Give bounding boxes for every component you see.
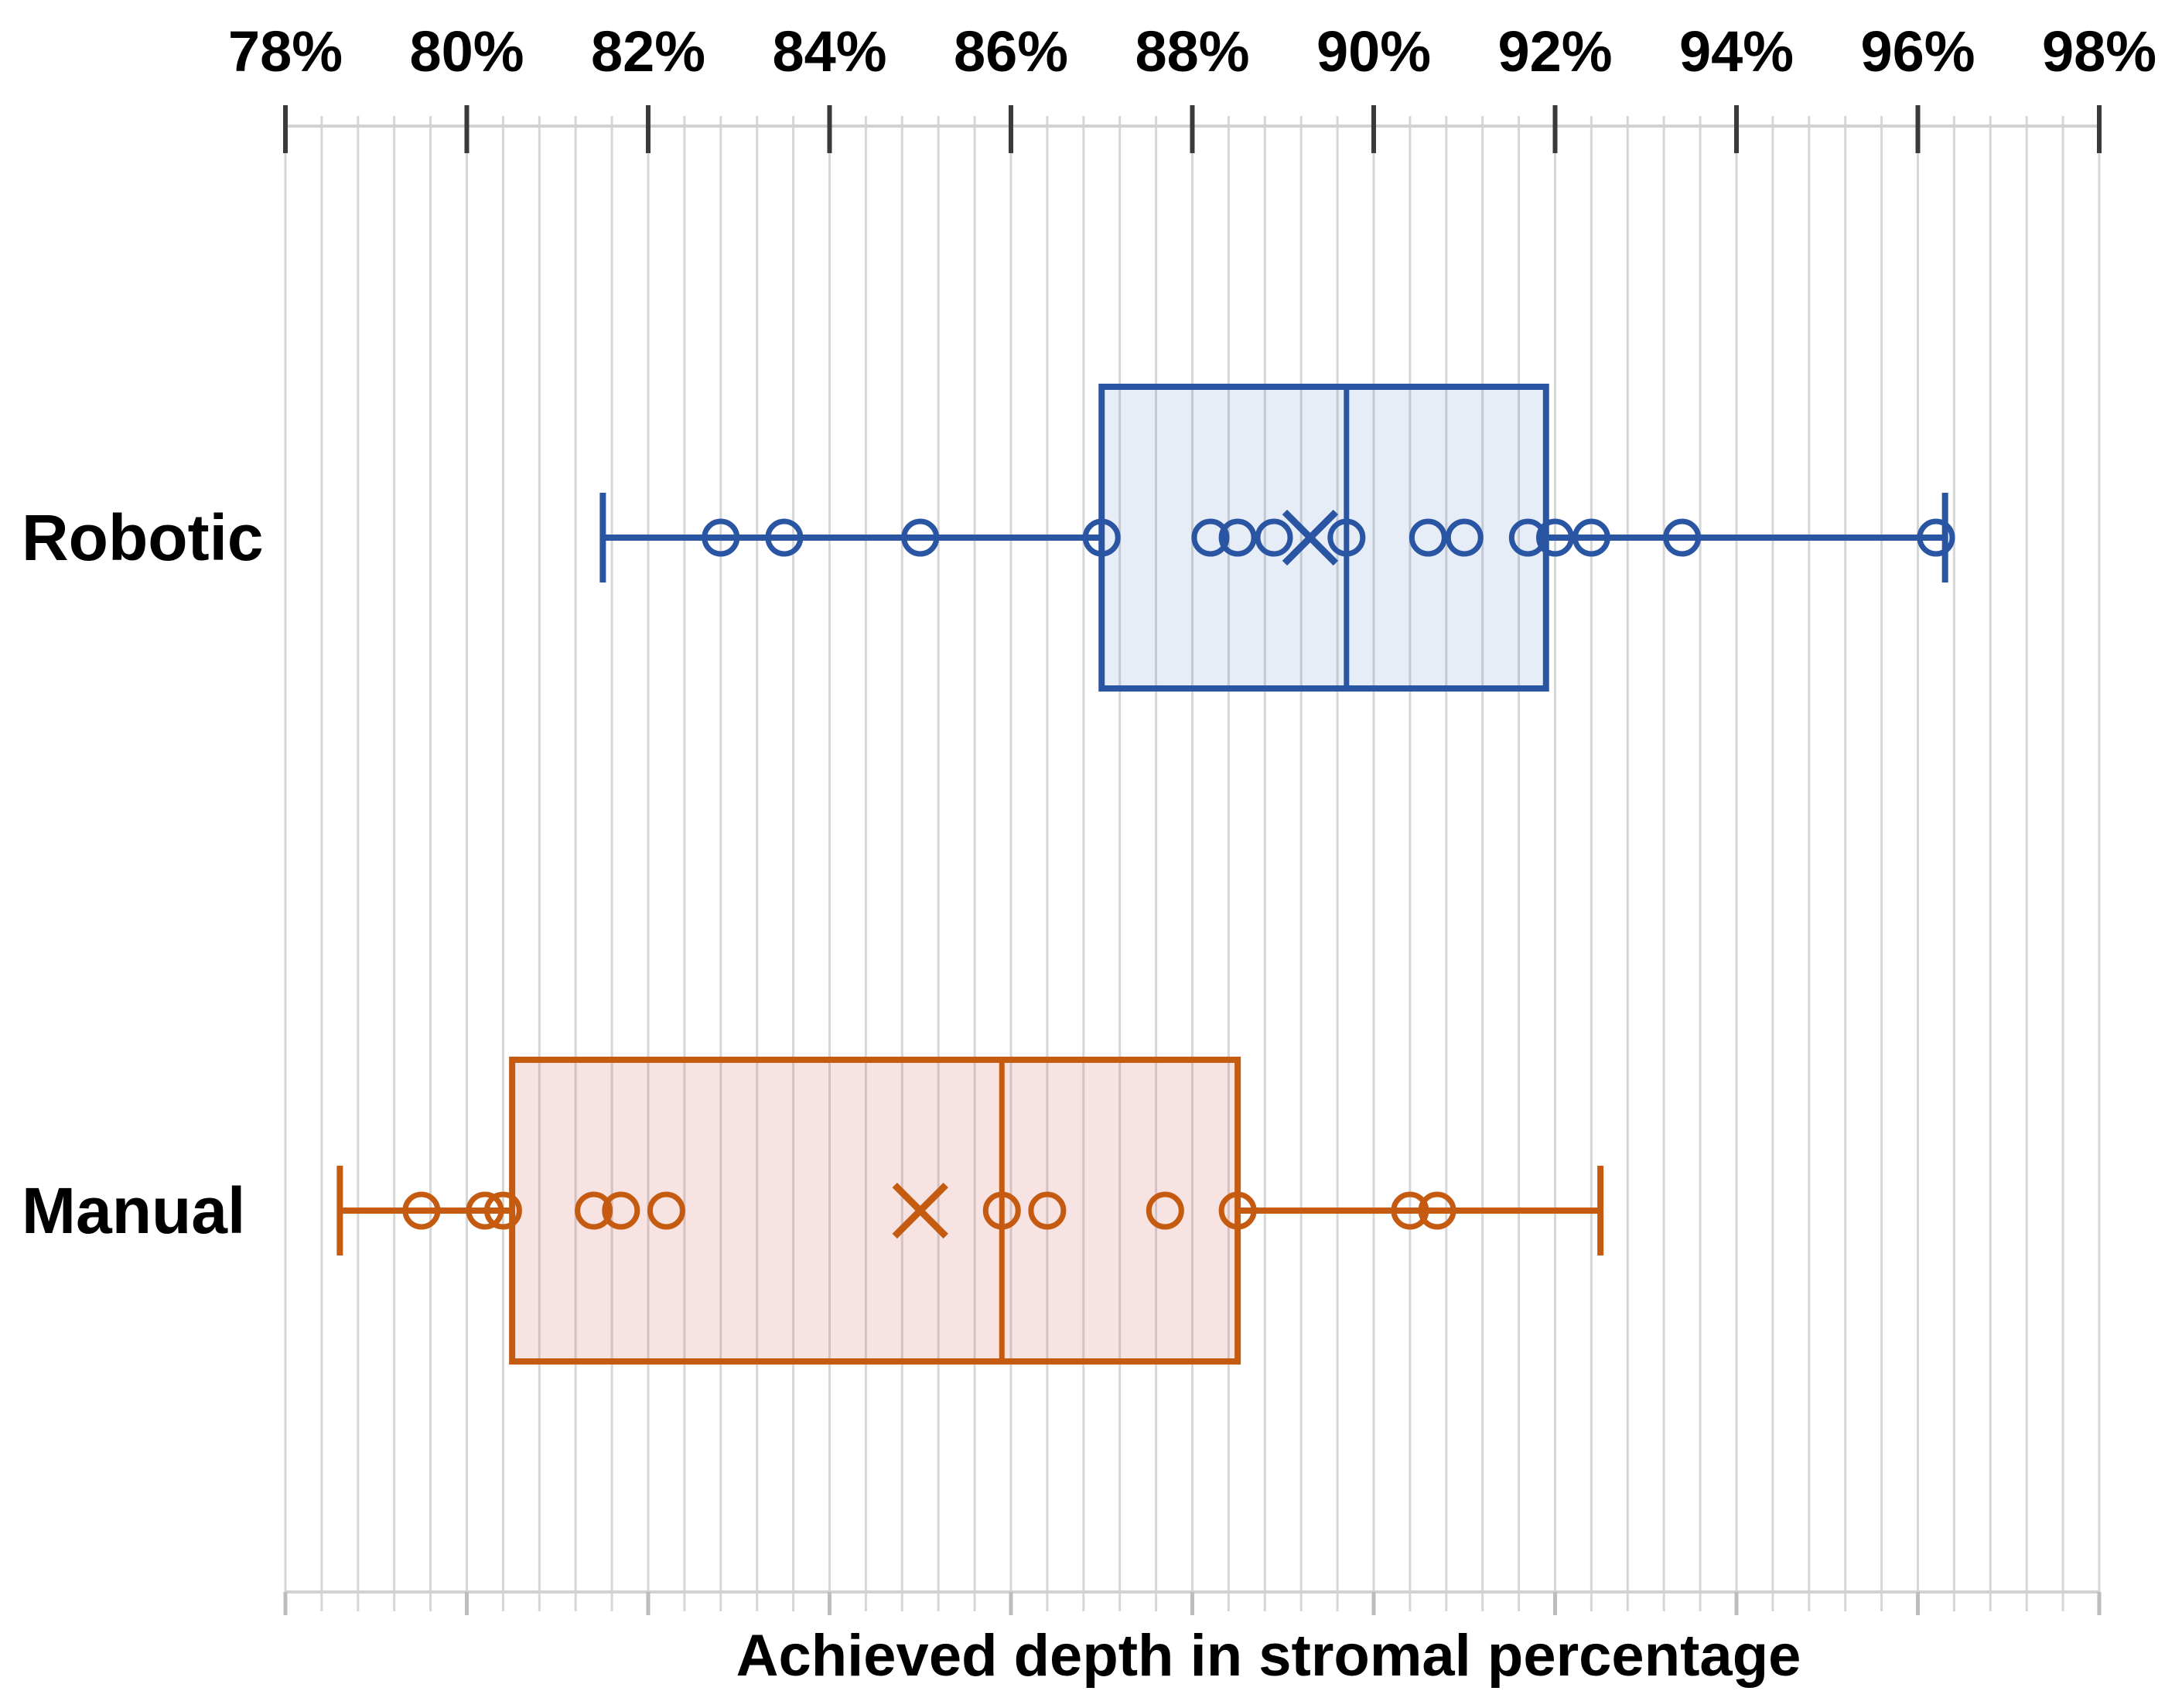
category-label-manual: Manual — [22, 1174, 245, 1247]
data-point — [1146, 1191, 1184, 1230]
x-axis-title: Achieved depth in stromal percentage — [736, 1623, 1801, 1689]
gridlines — [284, 116, 2101, 1611]
tick-label: 94% — [1679, 19, 1794, 84]
category-label-robotic: Robotic — [22, 501, 264, 574]
tick-label: 82% — [591, 19, 705, 84]
series-layer — [336, 384, 1955, 1365]
tick-label: 84% — [772, 19, 886, 84]
tick-label: 98% — [2042, 19, 2156, 84]
tick-label: 90% — [1316, 19, 1431, 84]
data-point — [1536, 518, 1574, 557]
data-point — [1028, 1191, 1067, 1230]
x-axis-tick-labels: 78% 80% 82% 84% 86% 88% 90% 92% 94% 96% 98% — [228, 19, 2156, 84]
tick-label: 80% — [409, 19, 524, 84]
data-point — [1572, 518, 1610, 557]
data-point — [1418, 1191, 1456, 1230]
tick-label: 78% — [228, 19, 343, 84]
data-point — [1445, 518, 1484, 557]
tick-label: 96% — [1860, 19, 1975, 84]
series-manual — [336, 1057, 1604, 1365]
x-axis-top — [283, 105, 2102, 153]
data-point — [765, 518, 804, 557]
data-point — [483, 1191, 522, 1230]
data-point — [1191, 518, 1230, 557]
data-point — [702, 518, 740, 557]
data-point — [575, 1191, 613, 1230]
data-point — [1255, 518, 1293, 557]
data-point — [1508, 518, 1547, 557]
mean-marker — [892, 1182, 948, 1239]
box-robotic — [1098, 384, 1549, 692]
data-point — [1327, 518, 1366, 557]
x-axis-bottom — [283, 1590, 2102, 1615]
box-manual — [509, 1057, 1241, 1365]
mean-marker — [1282, 509, 1339, 566]
data-point — [1082, 518, 1121, 557]
data-point — [1391, 1191, 1429, 1230]
data-point — [1218, 518, 1257, 557]
tick-label: 88% — [1135, 19, 1249, 84]
data-point — [901, 518, 940, 557]
data-point — [466, 1191, 504, 1230]
data-point — [982, 1191, 1021, 1230]
series-robotic — [599, 384, 1955, 692]
data-point — [1663, 518, 1702, 557]
data-point — [602, 1191, 640, 1230]
data-point — [1917, 518, 1955, 557]
data-point — [1218, 1191, 1257, 1230]
data-point — [402, 1191, 441, 1230]
tick-label: 86% — [954, 19, 1068, 84]
data-point — [647, 1191, 685, 1230]
tick-label: 92% — [1497, 19, 1612, 84]
data-point — [1409, 518, 1447, 557]
